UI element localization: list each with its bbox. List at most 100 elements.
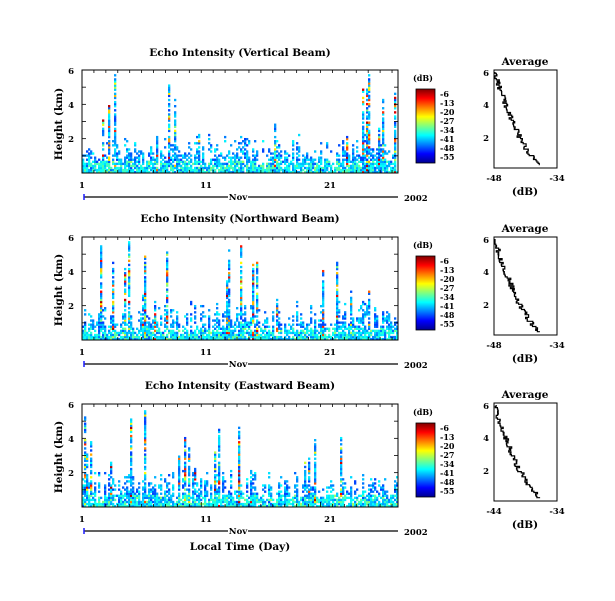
echo-cell (126, 504, 129, 508)
echo-cell (110, 166, 113, 170)
echo-cell (150, 498, 153, 502)
echo-cell (278, 317, 281, 320)
echo-cell (234, 154, 237, 157)
echo-cell (346, 144, 349, 147)
echo-cell (202, 337, 205, 341)
echo-cell (344, 333, 347, 337)
echo-cell (352, 158, 355, 161)
echo-cell (360, 156, 363, 159)
echo-cell (152, 319, 155, 322)
echo-cell (136, 337, 139, 341)
echo-cell (382, 125, 385, 128)
echo-cell (156, 329, 159, 333)
echo-cell (382, 142, 385, 145)
echo-cell (224, 496, 227, 500)
echo-cell (128, 315, 131, 318)
echo-cell (144, 424, 147, 427)
echo-cell (342, 498, 345, 502)
echo-cell (112, 335, 115, 339)
echo-cell (268, 335, 271, 339)
echo-cell (374, 170, 377, 174)
echo-cell (292, 496, 295, 500)
echo-cell (114, 113, 117, 116)
echo-cell (84, 164, 87, 168)
echo-cell (222, 166, 225, 170)
echo-cell (236, 333, 239, 337)
echo-cell (186, 496, 189, 500)
echo-cell (252, 168, 255, 172)
echo-cell (100, 162, 103, 166)
echo-cell (296, 494, 299, 497)
echo-cell (374, 154, 377, 157)
echo-cell (318, 498, 321, 502)
echo-cell (164, 325, 167, 328)
echo-cell (208, 498, 211, 502)
echo-cell (190, 164, 193, 168)
echo-cell (238, 488, 241, 491)
echo-cell (238, 447, 241, 450)
echo-cell (140, 500, 143, 504)
echo-cell (102, 500, 105, 504)
echo-cell (222, 168, 225, 172)
echo-cell (238, 494, 241, 497)
echo-cell (198, 160, 201, 163)
echo-cell (268, 158, 271, 161)
echo-cell (144, 170, 147, 174)
echo-cell (144, 457, 147, 460)
echo-cell (222, 480, 225, 483)
echo-cell (100, 325, 103, 328)
echo-cell (86, 480, 89, 483)
echo-cell (206, 335, 209, 339)
echo-cell (172, 329, 175, 333)
echo-cell (114, 168, 117, 172)
echo-cell (148, 325, 151, 328)
echo-cell (144, 496, 147, 500)
echo-cell (336, 504, 339, 508)
echo-cell (254, 162, 257, 166)
echo-cell (242, 168, 245, 172)
echo-cell (188, 467, 191, 471)
echo-cell (166, 253, 169, 256)
echo-cell (348, 337, 351, 341)
echo-cell (326, 144, 329, 147)
echo-cell (182, 492, 185, 495)
echo-cell (322, 274, 325, 277)
echo-cell (298, 166, 301, 170)
echo-cell (244, 317, 247, 320)
echo-cell (382, 168, 385, 172)
echo-cell (224, 315, 227, 318)
echo-cell (240, 249, 243, 252)
echo-cell (208, 133, 211, 137)
echo-cell (256, 309, 259, 312)
echo-cell (306, 156, 309, 159)
echo-cell (322, 166, 325, 170)
echo-cell (382, 313, 385, 316)
profile-title: Average (501, 389, 549, 401)
echo-cell (128, 259, 131, 263)
echo-cell (306, 500, 309, 504)
echo-cell (260, 498, 263, 502)
echo-cell (142, 480, 145, 483)
y-tick-label: 4 (68, 435, 74, 445)
echo-cell (88, 170, 91, 174)
echo-cell (236, 156, 239, 159)
echo-cell (330, 335, 333, 339)
echo-cell (238, 156, 241, 159)
echo-cell (266, 164, 269, 168)
echo-cell (168, 123, 171, 126)
echo-cell (176, 333, 179, 337)
echo-cell (182, 156, 185, 159)
echo-cell (294, 331, 297, 335)
echo-cell (154, 168, 157, 172)
echo-cell (368, 307, 371, 310)
echo-cell (266, 325, 269, 328)
echo-cell (284, 496, 287, 500)
echo-cell (272, 329, 275, 333)
echo-cell (90, 482, 93, 485)
echo-cell (98, 496, 101, 500)
echo-cell (100, 249, 103, 252)
echo-cell (196, 484, 199, 487)
echo-cell (84, 492, 87, 495)
echo-cell (350, 296, 353, 300)
echo-cell (396, 490, 399, 493)
